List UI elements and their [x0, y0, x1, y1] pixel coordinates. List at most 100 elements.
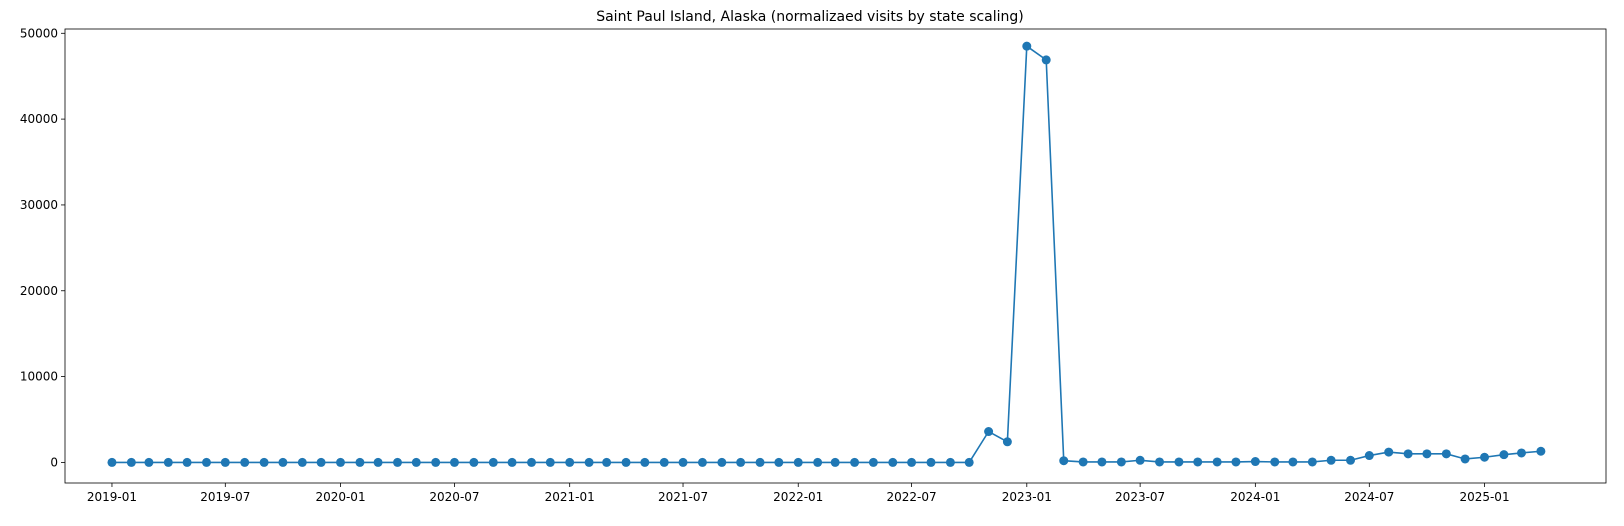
- x-tick-label: 2023-07: [1115, 490, 1165, 504]
- data-point: [565, 457, 575, 467]
- data-point: [1022, 41, 1032, 51]
- data-point: [202, 457, 212, 467]
- data-point: [1270, 457, 1280, 467]
- data-point: [182, 457, 192, 467]
- y-axis: 0 10000 20000 30000 40000 50000: [20, 26, 65, 469]
- x-tick-label: 2020-07: [429, 490, 479, 504]
- data-point: [278, 457, 288, 467]
- data-point: [926, 457, 936, 467]
- data-point: [1326, 455, 1336, 465]
- data-point: [240, 457, 250, 467]
- data-point: [488, 457, 498, 467]
- data-point: [297, 457, 307, 467]
- data-point: [717, 457, 727, 467]
- data-point: [449, 457, 459, 467]
- data-point: [1307, 457, 1317, 467]
- data-point: [1250, 457, 1260, 467]
- data-point: [1231, 457, 1241, 467]
- data-point: [1193, 457, 1203, 467]
- x-tick-label: 2024-01: [1230, 490, 1280, 504]
- data-point: [1155, 457, 1165, 467]
- chart-title: Saint Paul Island, Alaska (normalizaed v…: [596, 9, 1024, 25]
- data-point: [697, 457, 707, 467]
- data-point: [144, 457, 154, 467]
- data-point: [621, 457, 631, 467]
- data-point: [1212, 457, 1222, 467]
- data-point: [220, 457, 230, 467]
- x-axis: 2019-01 2019-07 2020-01 2020-07 2021-01 2021-…: [87, 483, 1510, 504]
- data-point: [107, 457, 117, 467]
- data-point: [259, 457, 269, 467]
- data-point: [888, 457, 898, 467]
- data-point: [527, 457, 536, 467]
- data-point: [1002, 437, 1012, 447]
- y-tick-label: 0: [50, 455, 58, 469]
- data-point: [373, 457, 383, 467]
- data-point: [355, 457, 365, 467]
- data-point: [163, 457, 173, 467]
- data-point: [584, 457, 594, 467]
- data-point: [678, 457, 688, 467]
- data-point: [1480, 452, 1490, 462]
- x-tick-label: 2025-01: [1459, 490, 1509, 504]
- x-tick-label: 2021-01: [545, 490, 595, 504]
- data-point: [964, 457, 974, 467]
- data-point: [1059, 456, 1069, 466]
- data-point: [1041, 55, 1051, 65]
- data-point: [1174, 457, 1184, 467]
- data-point: [1499, 450, 1509, 460]
- y-tick-label: 10000: [20, 370, 58, 384]
- data-point: [316, 457, 326, 467]
- data-point: [640, 457, 650, 467]
- data-point: [1384, 447, 1394, 457]
- x-tick-label: 2020-01: [315, 490, 365, 504]
- x-tick-label: 2019-07: [200, 490, 250, 504]
- data-point: [1116, 457, 1126, 467]
- data-point: [736, 457, 746, 467]
- data-point: [1422, 449, 1432, 459]
- data-point: [1078, 457, 1088, 467]
- data-point: [774, 457, 784, 467]
- series-markers: [107, 41, 1546, 467]
- x-tick-label: 2021-07: [658, 490, 708, 504]
- data-point: [1536, 446, 1546, 456]
- data-point: [868, 457, 878, 467]
- x-tick-label: 2022-07: [887, 490, 937, 504]
- data-point: [1288, 457, 1298, 467]
- data-point: [1097, 457, 1107, 467]
- plot-area: [64, 28, 1607, 484]
- x-tick-label: 2019-01: [87, 490, 137, 504]
- data-point: [1441, 449, 1451, 459]
- data-point: [545, 457, 555, 467]
- y-tick-label: 30000: [20, 198, 58, 212]
- data-point: [1516, 448, 1526, 458]
- data-point: [984, 427, 994, 437]
- data-point: [907, 457, 917, 467]
- data-point: [1460, 454, 1470, 464]
- data-point: [431, 457, 441, 467]
- data-point: [850, 457, 860, 467]
- x-tick-label: 2022-01: [773, 490, 823, 504]
- data-point: [507, 457, 517, 467]
- y-tick-label: 50000: [20, 26, 58, 40]
- x-tick-label: 2024-07: [1344, 490, 1394, 504]
- data-point: [813, 457, 823, 467]
- data-point: [793, 457, 803, 467]
- data-point: [393, 457, 402, 467]
- data-point: [659, 457, 669, 467]
- data-point: [945, 457, 955, 467]
- data-point: [1403, 449, 1413, 459]
- y-tick-label: 40000: [20, 112, 58, 126]
- data-point: [469, 457, 479, 467]
- data-point: [830, 457, 840, 467]
- data-point: [336, 457, 346, 467]
- data-point: [1346, 455, 1356, 465]
- data-point: [1135, 455, 1145, 465]
- data-point: [411, 457, 421, 467]
- y-tick-label: 20000: [20, 284, 58, 298]
- series-line: [111, 44, 1541, 464]
- x-tick-label: 2023-01: [1002, 490, 1052, 504]
- data-point: [1364, 451, 1374, 461]
- data-point: [602, 457, 612, 467]
